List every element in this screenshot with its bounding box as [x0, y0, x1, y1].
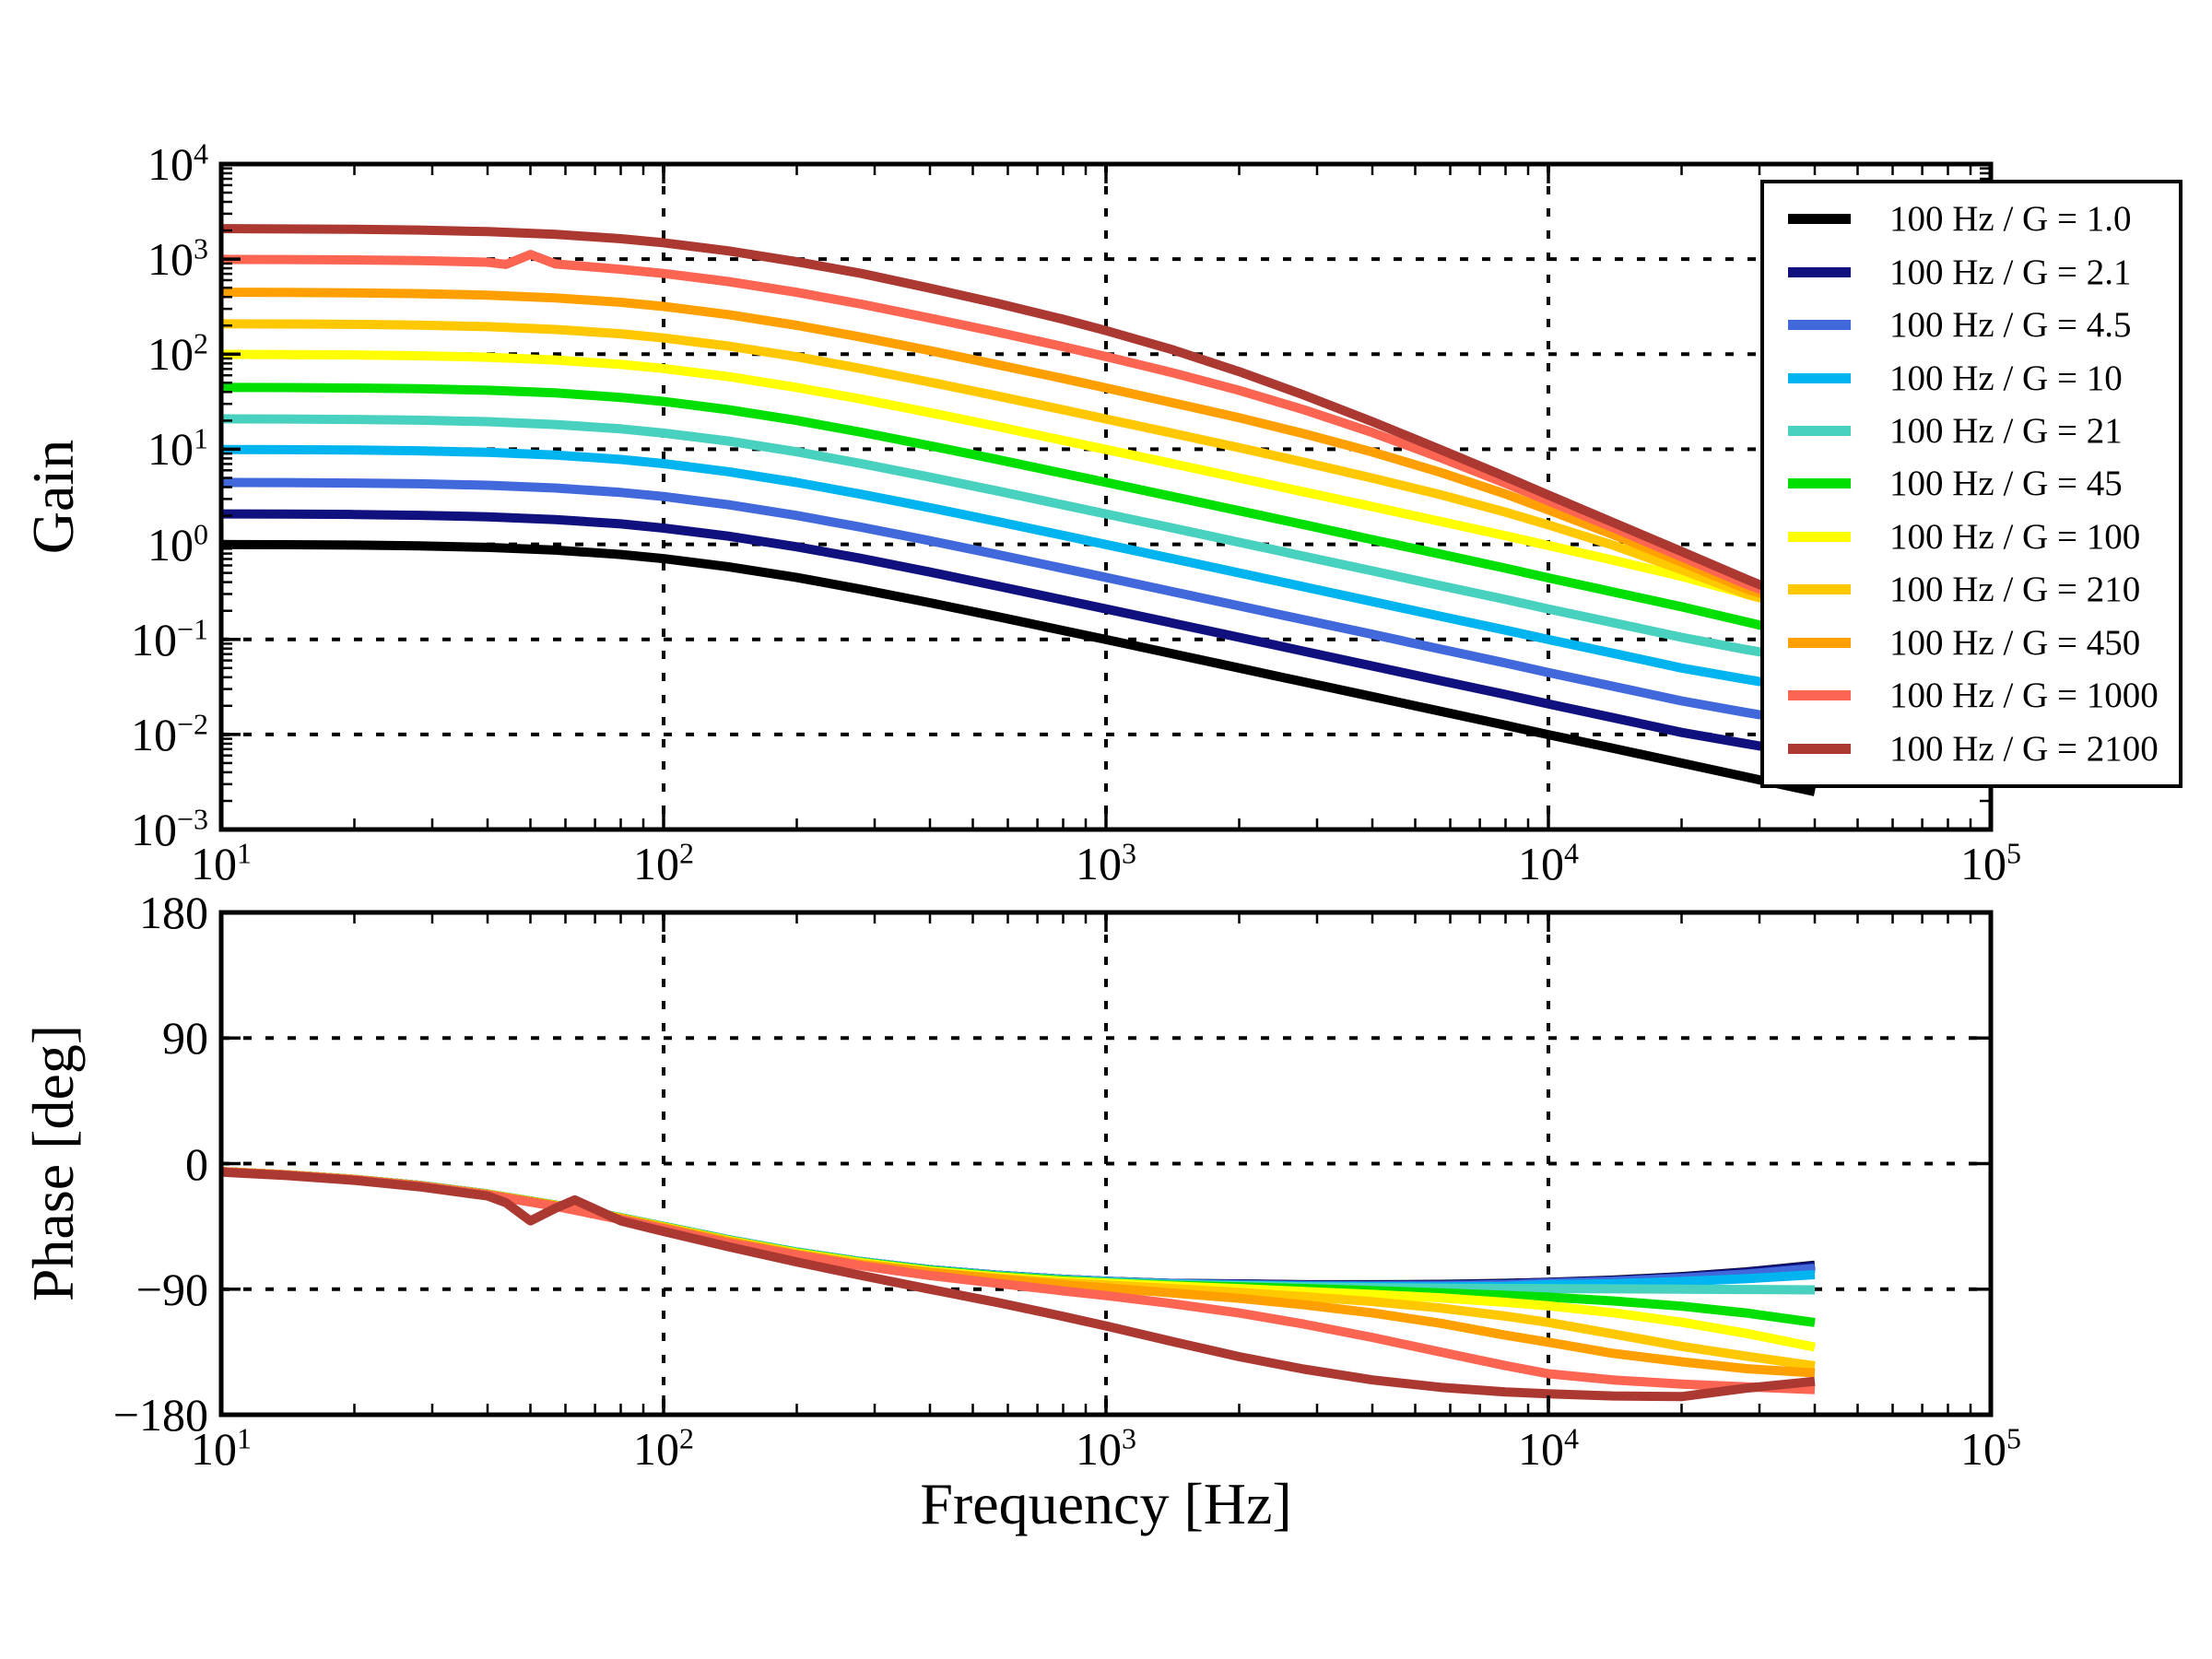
legend-label: 100 Hz / G = 10: [1889, 358, 2123, 398]
series-curve: [221, 509, 1816, 760]
series-curve: [221, 288, 1817, 616]
frequency-x-axis-label: Frequency [Hz]: [920, 1471, 1292, 1536]
series-curve: [221, 349, 1817, 618]
gain-y-tick-label: 100: [147, 516, 208, 571]
legend-item: 100 Hz / G = 2100: [1764, 731, 2179, 767]
legend-line-swatch: [1788, 426, 1851, 437]
gain-y-tick-label: 10−1: [130, 612, 208, 665]
legend-item: 100 Hz / G = 45: [1764, 465, 2179, 501]
legend-line-swatch: [1788, 531, 1851, 542]
legend-label: 100 Hz / G = 100: [1889, 516, 2141, 557]
gain-y-tick-label: 102: [147, 326, 208, 381]
phase-x-tick-label: 103: [1076, 1421, 1136, 1475]
legend-label: 100 Hz / G = 21: [1889, 411, 2123, 452]
series-curve: [221, 539, 1817, 796]
legend-line-swatch: [1788, 266, 1851, 277]
gain-x-tick-label: 104: [1518, 836, 1579, 889]
legend-label: 100 Hz / G = 45: [1889, 464, 2123, 504]
gain-x-tick-label: 102: [633, 836, 694, 889]
legend-label: 100 Hz / G = 1.0: [1889, 199, 2132, 240]
legend-line-swatch: [1788, 743, 1851, 754]
legend-label: 100 Hz / G = 2.1: [1889, 252, 2132, 292]
legend-line-swatch: [1788, 214, 1851, 225]
phase-x-tick-label: 105: [1960, 1421, 2021, 1475]
phase-x-tick-label: 101: [191, 1421, 252, 1475]
legend-line-swatch: [1788, 637, 1851, 648]
phase-x-tick-label: 102: [633, 1421, 694, 1475]
legend-item: 100 Hz / G = 1000: [1764, 677, 2179, 713]
legend: 100 Hz / G = 1.0 100 Hz / G = 2.1 100 Hz /…: [1760, 180, 2183, 788]
phase-y-tick-label: −180: [112, 1389, 208, 1441]
gain-y-tick-label: 10−2: [130, 707, 208, 760]
phase-x-tick-label: 104: [1518, 1421, 1579, 1475]
legend-item: 100 Hz / G = 10: [1764, 360, 2179, 396]
legend-label: 100 Hz / G = 450: [1889, 622, 2141, 663]
legend-item: 100 Hz / G = 21: [1764, 413, 2179, 449]
series-curve: [221, 1167, 1816, 1371]
phase-y-tick-label: 180: [139, 887, 208, 938]
legend-item: 100 Hz / G = 4.5: [1764, 307, 2179, 343]
legend-item: 100 Hz / G = 2.1: [1764, 254, 2179, 290]
series-curve: [221, 250, 1817, 614]
series-curve: [221, 477, 1816, 729]
gain-x-tick-label: 103: [1076, 836, 1136, 889]
gain-y-tick-label: 103: [147, 231, 208, 286]
legend-label: 100 Hz / G = 2100: [1889, 728, 2159, 769]
legend-line-swatch: [1788, 478, 1851, 489]
gain-y-axis-label: Gain: [20, 439, 86, 555]
legend-item: 100 Hz / G = 1.0: [1764, 201, 2179, 237]
phase-y-tick-label: −90: [135, 1263, 208, 1315]
phase-y-tick-label: 90: [162, 1012, 208, 1065]
phase-y-tick-label: 0: [185, 1137, 208, 1190]
series-curve: [221, 1167, 1816, 1352]
phase-y-axis-label: Phase [deg]: [20, 1024, 86, 1302]
legend-item: 100 Hz / G = 100: [1764, 519, 2179, 555]
series-curve: [221, 444, 1816, 696]
legend-line-swatch: [1788, 320, 1851, 331]
series-curve: [221, 1167, 1816, 1402]
legend-line-swatch: [1788, 584, 1851, 595]
gain-x-tick-label: 101: [191, 836, 252, 889]
legend-line-swatch: [1788, 690, 1851, 701]
series-curve: [221, 319, 1817, 618]
legend-item: 100 Hz / G = 450: [1764, 625, 2179, 661]
gain-y-tick-label: 101: [147, 421, 208, 476]
legend-label: 100 Hz / G = 210: [1889, 570, 2141, 610]
series-curve: [221, 414, 1816, 666]
series-curve: [221, 224, 1817, 612]
legend-label: 100 Hz / G = 4.5: [1889, 305, 2132, 346]
series-curve: [221, 382, 1817, 643]
gain-x-tick-label: 105: [1960, 836, 2021, 889]
legend-label: 100 Hz / G = 1000: [1889, 676, 2159, 716]
legend-line-swatch: [1788, 372, 1851, 383]
gain-y-tick-label: 10−3: [130, 802, 208, 855]
gain-y-tick-label: 104: [147, 136, 208, 190]
legend-item: 100 Hz / G = 210: [1764, 571, 2179, 607]
